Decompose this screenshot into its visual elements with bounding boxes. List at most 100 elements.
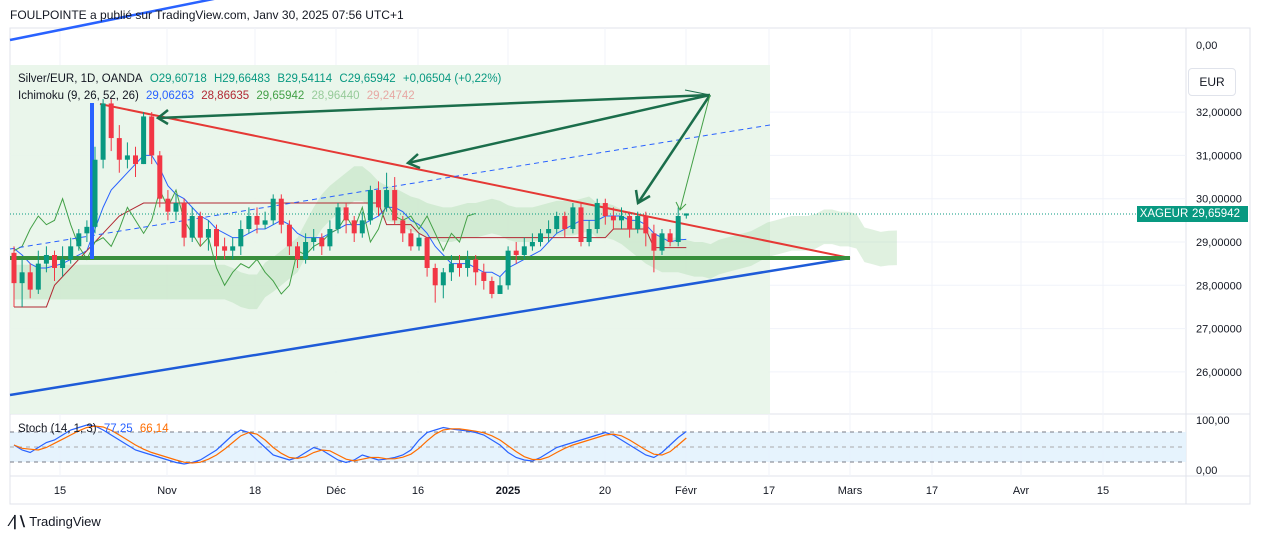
footer-branding: ⁄∣∖ TradingView bbox=[10, 513, 101, 530]
time-tick-label: 18 bbox=[249, 485, 261, 497]
candle-body bbox=[683, 213, 689, 216]
candle-body bbox=[222, 246, 228, 251]
stoch-k-line bbox=[13, 424, 687, 465]
candle-body bbox=[319, 237, 325, 247]
candle-body bbox=[578, 207, 584, 242]
candle-body bbox=[602, 203, 608, 217]
time-tick-label: 2025 bbox=[496, 485, 520, 497]
price-axis: 0,00 32,00000 31,00000 30,00000 29,00000 28,0… bbox=[1196, 40, 1242, 477]
time-tick-label: 17 bbox=[763, 485, 775, 497]
candle-body bbox=[270, 198, 276, 221]
candle-body bbox=[359, 220, 365, 234]
candle-body bbox=[416, 237, 422, 247]
price-tick-label: 29,00000 bbox=[1196, 237, 1242, 249]
price-tick-label: 32,00000 bbox=[1196, 107, 1242, 119]
candle-body bbox=[400, 220, 406, 234]
candle-body bbox=[513, 250, 519, 255]
candle-body bbox=[35, 263, 41, 290]
candle-body bbox=[643, 216, 649, 234]
ichimoku-value-5: 29,24742 bbox=[366, 90, 415, 102]
time-tick-label: 16 bbox=[412, 485, 424, 497]
candle-body bbox=[424, 237, 430, 268]
candle-body bbox=[327, 229, 333, 247]
candle-body bbox=[651, 233, 657, 251]
candle-body bbox=[521, 246, 527, 255]
stoch-k-value: 77,25 bbox=[103, 423, 133, 435]
stoch-d-value: 66,14 bbox=[139, 423, 169, 435]
candle-body bbox=[392, 190, 398, 221]
time-tick-label: 15 bbox=[1097, 485, 1109, 497]
candle-body bbox=[238, 229, 244, 247]
price-tick-label: 27,00000 bbox=[1196, 324, 1242, 336]
channel-lower-line bbox=[9, 256, 851, 397]
candle-body bbox=[351, 220, 357, 234]
drawing-zone bbox=[10, 65, 770, 414]
stoch-tick-label: 0,00 bbox=[1196, 465, 1217, 477]
candle-body bbox=[205, 229, 211, 238]
open-value: O29,60718 bbox=[149, 73, 207, 85]
dashed-trend-line bbox=[9, 124, 771, 250]
tradingview-logo-icon: ⁄∣∖ bbox=[10, 513, 26, 529]
currency-button[interactable]: EUR bbox=[1188, 68, 1236, 96]
candle-body bbox=[610, 216, 616, 221]
candle-body bbox=[570, 207, 576, 230]
stoch-tick-label: 100,00 bbox=[1196, 415, 1230, 427]
price-tick-label: 30,00000 bbox=[1196, 194, 1242, 206]
candle-body bbox=[554, 216, 560, 230]
candle-body bbox=[11, 252, 17, 284]
time-tick-label: 15 bbox=[54, 485, 66, 497]
candle-body bbox=[384, 190, 390, 208]
symbol-label[interactable]: Silver/EUR, 1D, OANDA bbox=[18, 73, 143, 85]
candle-body bbox=[635, 216, 641, 230]
time-tick-label: 20 bbox=[599, 485, 611, 497]
candle-body bbox=[197, 216, 203, 238]
price-tick-label: 28,00000 bbox=[1196, 280, 1242, 292]
candle-body bbox=[465, 259, 471, 268]
ichimoku-value-3: 29,65942 bbox=[256, 90, 305, 102]
last-price-tag: 29,65942 bbox=[1188, 206, 1248, 222]
candle-body bbox=[230, 246, 236, 251]
time-tick-label: 17 bbox=[926, 485, 938, 497]
candle-body bbox=[181, 203, 187, 238]
stoch-d-line bbox=[13, 425, 687, 464]
candle-body bbox=[675, 216, 681, 242]
candle-body bbox=[262, 220, 268, 225]
ichimoku-legend: Ichimoku (9, 26, 52, 26) 29,06263 28,866… bbox=[18, 90, 419, 102]
stoch-label[interactable]: Stoch (14, 1, 3) bbox=[18, 423, 97, 435]
candle-body bbox=[448, 263, 454, 273]
candle-body bbox=[489, 280, 495, 294]
candle-body bbox=[278, 198, 284, 225]
low-value: B29,54114 bbox=[277, 73, 333, 85]
publisher-header: FOULPOINTE a publié sur TradingView.com,… bbox=[10, 8, 404, 22]
candle-body bbox=[295, 246, 300, 260]
vertical-blue-bar bbox=[90, 103, 94, 259]
candle-body bbox=[100, 103, 106, 160]
close-value: C29,65942 bbox=[339, 73, 396, 85]
candle-body bbox=[133, 155, 138, 165]
stoch-lines bbox=[13, 424, 687, 465]
time-tick-label: Févr bbox=[675, 485, 697, 497]
candle-body bbox=[254, 216, 260, 225]
candle-body bbox=[546, 229, 552, 234]
candle-body bbox=[76, 233, 82, 247]
candle-body bbox=[124, 155, 130, 160]
main-legend: Silver/EUR, 1D, OANDA O29,60718 H29,6648… bbox=[18, 73, 505, 85]
candle-body bbox=[68, 246, 74, 260]
candle-body bbox=[529, 242, 535, 247]
candle-body bbox=[538, 233, 543, 242]
candle-body bbox=[92, 159, 98, 227]
candle-body bbox=[165, 198, 171, 212]
candle-body bbox=[189, 216, 195, 238]
price-tick-label: 0,00 bbox=[1196, 40, 1217, 52]
change-value: +0,06504 (+0,22%) bbox=[402, 73, 502, 85]
ichimoku-label[interactable]: Ichimoku (9, 26, 52, 26) bbox=[18, 90, 139, 102]
symbol-tag: XAGEUR bbox=[1137, 206, 1191, 222]
candle-body bbox=[84, 226, 90, 234]
candle-body bbox=[497, 285, 503, 294]
time-axis: 15 Nov 18 Déc 16 2025 20 Févr 17 Mars 17 Avr 15 bbox=[54, 485, 1109, 497]
candle-body bbox=[141, 116, 147, 165]
resistance-line bbox=[99, 103, 851, 259]
candle-body bbox=[60, 259, 66, 268]
ichimoku-value-2: 28,86635 bbox=[201, 90, 250, 102]
